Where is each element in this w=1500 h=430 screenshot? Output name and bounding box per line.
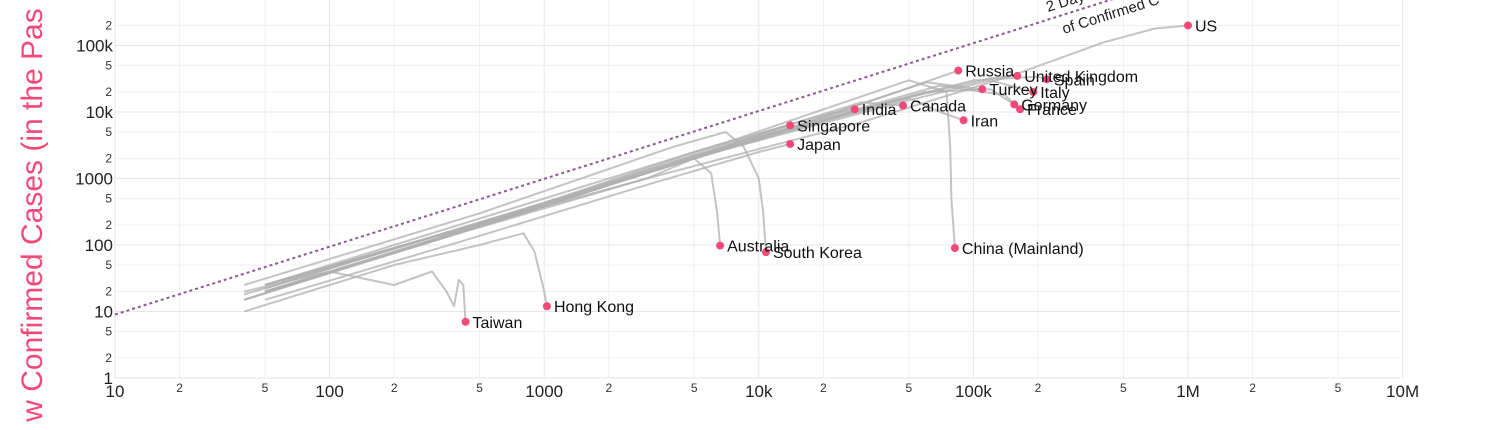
- point-china-mainland-: [950, 244, 959, 253]
- y-tick-label: 10: [94, 303, 113, 322]
- series-lines: [243, 24, 1189, 322]
- x-minor-tick-label: 5: [1335, 381, 1342, 395]
- point-japan: [786, 140, 795, 149]
- y-minor-tick-label: 2: [105, 351, 112, 365]
- x-minor-tick-label: 5: [476, 381, 483, 395]
- series-line-germany: [264, 88, 1015, 293]
- end-points: [461, 21, 1192, 326]
- x-minor-tick-label: 2: [605, 381, 612, 395]
- x-minor-tick-label: 5: [691, 381, 698, 395]
- label-taiwan: Taiwan: [473, 315, 523, 332]
- x-minor-tick-label: 2: [1249, 381, 1256, 395]
- x-minor-tick-label: 2: [391, 381, 398, 395]
- point-us: [1184, 21, 1192, 30]
- series-line-south-korea: [243, 131, 767, 286]
- y-axis-label: w Confirmed Cases (in the Pas: [16, 8, 49, 422]
- y-tick-label: 1: [104, 369, 113, 388]
- point-iran: [959, 116, 968, 125]
- series-line-china-mainland-: [264, 79, 956, 286]
- point-russia: [954, 66, 963, 75]
- x-tick-label: 10: [106, 382, 125, 401]
- y-minor-tick-label: 5: [105, 125, 112, 139]
- x-tick-label: 10k: [745, 382, 773, 401]
- y-minor-tick-label: 5: [105, 59, 112, 73]
- x-tick-label: 10M: [1386, 382, 1419, 401]
- label-singapore: Singapore: [797, 118, 870, 135]
- x-tick-label: 1M: [1176, 382, 1200, 401]
- point-italy: [1029, 87, 1038, 96]
- label-hong-kong: Hong Kong: [554, 299, 634, 316]
- series-line-australia: [243, 157, 722, 301]
- series-line-iran: [264, 97, 964, 286]
- label-russia: Russia: [965, 64, 1014, 81]
- label-iran: Iran: [971, 113, 999, 130]
- series-line-hong-kong: [243, 232, 548, 313]
- y-minor-tick-label: 2: [105, 151, 112, 165]
- series-line-taiwan: [243, 270, 467, 322]
- label-turkey: Turkey: [989, 82, 1037, 99]
- x-tick-label: 1000: [525, 382, 563, 401]
- y-minor-tick-label: 5: [105, 192, 112, 206]
- x-tick-label: 100k: [955, 382, 992, 401]
- y-tick-label: 1000: [75, 170, 113, 189]
- x-tick-label: 100: [315, 382, 343, 401]
- y-minor-tick-label: 5: [105, 258, 112, 272]
- x-minor-tick-label: 2: [820, 381, 827, 395]
- y-minor-tick-label: 2: [105, 284, 112, 298]
- x-minor-tick-label: 2: [176, 381, 183, 395]
- point-singapore: [786, 121, 795, 130]
- label-japan: Japan: [797, 137, 841, 154]
- point-india: [850, 105, 859, 114]
- y-minor-tick-label: 2: [105, 85, 112, 99]
- label-india: India: [862, 102, 897, 119]
- series-line-japan: [264, 143, 791, 301]
- x-minor-tick-label: 5: [1120, 381, 1127, 395]
- y-tick-label: 100: [85, 236, 113, 255]
- point-united-kingdom: [1013, 71, 1022, 80]
- grid: [114, 0, 1404, 379]
- point-hong-kong: [542, 302, 551, 311]
- label-united-kingdom: United Kingdom: [1024, 69, 1138, 86]
- point-australia: [716, 241, 725, 250]
- point-south-korea: [761, 248, 770, 257]
- doubling-reference-line: [114, 0, 1114, 316]
- point-taiwan: [461, 317, 470, 326]
- series-line-france: [264, 84, 1021, 293]
- label-south-korea: South Korea: [773, 245, 862, 262]
- point-spain: [1042, 75, 1051, 84]
- label-china-mainland-: China (Mainland): [962, 241, 1084, 258]
- y-minor-tick-label: 2: [105, 18, 112, 32]
- label-italy: Italy: [1040, 85, 1069, 102]
- point-turkey: [978, 85, 987, 94]
- label-canada: Canada: [910, 99, 966, 116]
- label-france: France: [1027, 102, 1077, 119]
- label-spain: Spain: [1054, 72, 1095, 89]
- y-minor-tick-label: 2: [105, 218, 112, 232]
- y-tick-label: 100k: [76, 37, 113, 56]
- label-us: US: [1195, 18, 1217, 35]
- label-australia: Australia: [727, 239, 789, 256]
- label-germany: Germany: [1021, 97, 1087, 114]
- point-germany: [1010, 100, 1019, 109]
- point-france: [1016, 105, 1025, 114]
- y-tick-label: 10k: [86, 103, 114, 122]
- point-canada: [899, 101, 908, 110]
- y-minor-tick-label: 5: [105, 325, 112, 339]
- x-minor-tick-label: 5: [262, 381, 269, 395]
- axis-ticks: 2 5 2 5 2 5 2 5 2 5 2 5 10 100 1000 10k 100k 1M 10M 2 5 2 5 2 5 2…: [75, 18, 1419, 401]
- x-minor-tick-label: 2: [1035, 381, 1042, 395]
- x-minor-tick-label: 5: [905, 381, 912, 395]
